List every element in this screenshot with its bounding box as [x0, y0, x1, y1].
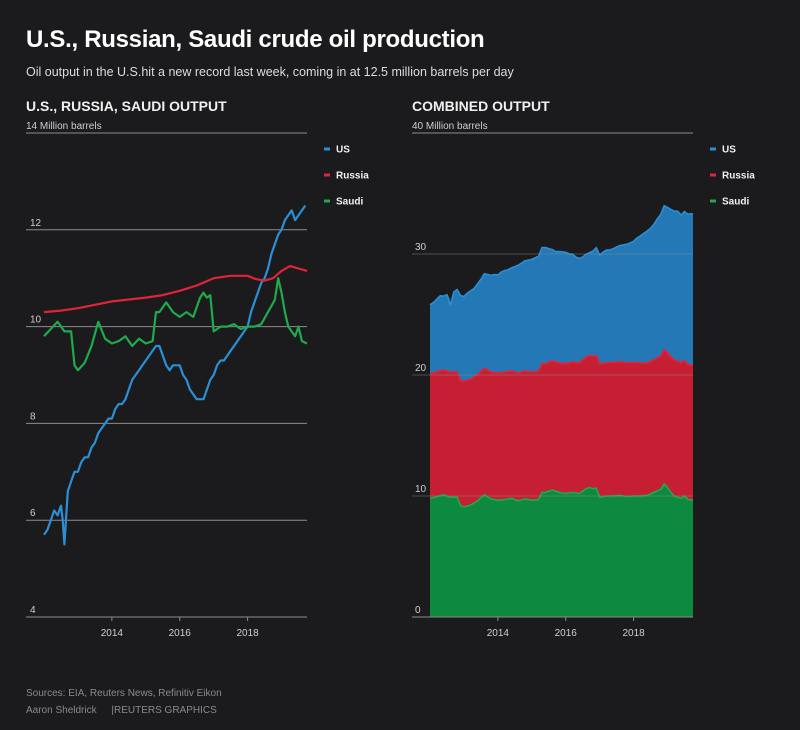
- left-unit-label: 14 Million barrels: [26, 121, 102, 132]
- left-y-tick-label: 4: [30, 605, 36, 616]
- left-y-tick-label: 10: [30, 315, 42, 326]
- left-x-tick-label: 2018: [236, 628, 259, 639]
- right-x-tick-label: 2014: [487, 628, 510, 639]
- left-y-tick-label: 12: [30, 218, 42, 229]
- left-y-tick-label: 6: [30, 508, 36, 519]
- credit-separator: |: [111, 705, 114, 716]
- left-legend: US Russia Saudi: [324, 145, 369, 208]
- area-us: [430, 205, 693, 382]
- right-stacked-areas: [429, 204, 694, 617]
- page-subtitle: Oil output in the U.S.hit a new record l…: [26, 65, 514, 79]
- right-y-tick-label: 0: [415, 605, 421, 616]
- left-y-tick-label: 8: [30, 411, 36, 422]
- area-russia: [430, 349, 693, 507]
- legend-label-saudi: Saudi: [336, 197, 363, 208]
- credit-author: Aaron Sheldrick: [26, 705, 97, 716]
- legend-label-us: US: [336, 145, 350, 156]
- left-chart-gridlines: [26, 132, 307, 618]
- right-chart-gridlines: [412, 132, 693, 618]
- page-title: U.S., Russian, Saudi crude oil productio…: [26, 26, 485, 53]
- legend-label-russia: Russia: [722, 171, 755, 182]
- left-y-axis: 4 6 8 10 12: [30, 218, 42, 616]
- area-saudi: [430, 483, 693, 617]
- right-x-tick-label: 2018: [622, 628, 645, 639]
- series-line-us: [43, 204, 307, 546]
- area-top-us: [429, 204, 694, 306]
- legend-label-russia: Russia: [336, 171, 369, 182]
- left-x-axis: 2014 2016 2018: [101, 617, 259, 639]
- series-line-russia: [43, 265, 308, 314]
- right-x-axis: 2014 2016 2018: [487, 617, 645, 639]
- left-x-tick-label: 2014: [101, 628, 124, 639]
- sources-note: Sources: EIA, Reuters News, Refinitiv Ei…: [26, 688, 222, 699]
- right-chart-title: COMBINED OUTPUT: [412, 98, 550, 114]
- credit-line: Aaron Sheldrick |REUTERS GRAPHICS: [26, 705, 217, 716]
- left-chart-title: U.S., RUSSIA, SAUDI OUTPUT: [26, 98, 227, 114]
- right-y-tick-label: 10: [415, 484, 427, 495]
- legend-label-us: US: [722, 145, 736, 156]
- right-y-axis: 0 10 20 30: [415, 242, 427, 616]
- left-x-tick-label: 2016: [169, 628, 192, 639]
- right-x-tick-label: 2016: [555, 628, 578, 639]
- credit-brand: REUTERS GRAPHICS: [113, 705, 217, 716]
- area-top-russia: [429, 348, 694, 383]
- right-unit-label: 40 Million barrels: [412, 121, 488, 132]
- area-top-saudi: [429, 482, 694, 508]
- legend-label-saudi: Saudi: [722, 197, 749, 208]
- right-y-tick-label: 20: [415, 363, 427, 374]
- left-series-lines: [43, 204, 308, 546]
- right-legend: US Russia Saudi: [710, 145, 755, 208]
- right-y-tick-label: 30: [415, 242, 427, 253]
- series-line-saudi: [43, 277, 308, 372]
